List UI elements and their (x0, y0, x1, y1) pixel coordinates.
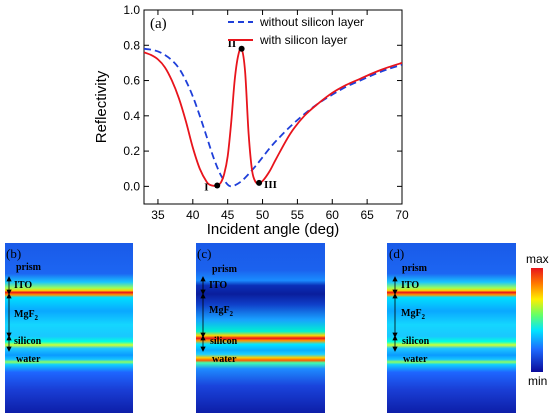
y-tick-label: 0.0 (123, 179, 140, 193)
layer-label-water-d: water (403, 354, 428, 365)
layer-label-prism-c: prism (212, 264, 238, 275)
layer-label-water-c: water (212, 354, 237, 365)
layer-label-prism-d: prism (402, 263, 428, 274)
point-marker-i (214, 182, 221, 189)
layer-label-ito-d: ITO (401, 280, 419, 291)
layer-label-silicon-b: silicon (14, 336, 42, 347)
layer-label-silicon-c: silicon (210, 336, 238, 347)
colorbar-min-label: min (528, 374, 547, 388)
point-label-iii: III (264, 179, 277, 191)
legend: without silicon layer with silicon layer (228, 15, 364, 47)
layer-label-prism-b: prism (16, 262, 42, 273)
colorbar-max-label: max (526, 252, 549, 266)
x-tick-label: 50 (256, 208, 270, 222)
point-label-ii: II (228, 38, 237, 50)
colorbar-gradient (531, 268, 543, 372)
x-tick-label: 40 (186, 208, 200, 222)
plot-a: 0.0 0.2 0.4 0.6 0.8 1.0 35 40 45 50 55 60 65 70 Refl… (93, 3, 409, 238)
field-panel-c: (c) prism ITO MgF2 silicon water (196, 243, 325, 413)
point-marker-iii (256, 179, 263, 186)
layer-arrows-d (392, 276, 398, 352)
y-tick-label: 0.4 (123, 109, 140, 123)
y-tick-label: 0.2 (123, 144, 140, 158)
field-panel-label-d: (d) (389, 246, 404, 261)
x-axis-label: Incident angle (deg) (207, 221, 340, 238)
x-tick-label: 45 (221, 208, 235, 222)
legend-label-without-silicon: without silicon layer (259, 15, 364, 29)
layer-arrows-b (6, 276, 12, 352)
x-tick-label: 65 (360, 208, 374, 222)
layer-label-mgf2-c: MgF2 (209, 305, 234, 318)
layer-label-ito-b: ITO (14, 280, 32, 291)
colorbar: max min (526, 252, 549, 388)
y-tick-label: 1.0 (123, 3, 140, 17)
layer-arrows-c (200, 276, 206, 352)
legend-label-with-silicon: with silicon layer (259, 33, 347, 47)
x-tick-label: 60 (326, 208, 340, 222)
layer-label-ito-c: ITO (209, 280, 227, 291)
series-group (144, 47, 402, 188)
field-map-d (387, 243, 516, 413)
field-panel-label-c: (c) (197, 246, 211, 261)
y-axis-label: Reflectivity (93, 70, 110, 143)
layer-label-water-b: water (16, 354, 41, 365)
series-line-without-silicon (144, 47, 402, 188)
y-ticks: 0.0 0.2 0.4 0.6 0.8 1.0 (123, 3, 402, 193)
x-tick-label: 55 (291, 208, 305, 222)
field-panel-label-b: (b) (6, 246, 21, 261)
x-tick-label: 35 (151, 208, 165, 222)
series-line-with-silicon (144, 47, 402, 187)
field-panel-b: (b) prism ITO MgF2 silicon water (5, 243, 133, 413)
field-map-b (5, 243, 133, 413)
point-marker-ii (238, 45, 245, 52)
y-tick-label: 0.8 (123, 38, 140, 52)
layer-label-silicon-d: silicon (402, 336, 430, 347)
field-panel-d: (d) prism ITO MgF2 silicon water (387, 243, 516, 413)
plot-frame (143, 9, 403, 205)
panel-label-a: (a) (150, 16, 167, 32)
x-ticks: 35 40 45 50 55 60 65 70 (151, 10, 409, 222)
point-label-i: I (204, 181, 208, 193)
x-tick-label: 70 (395, 208, 409, 222)
layer-label-mgf2-d: MgF2 (401, 308, 426, 321)
field-map-c (196, 243, 325, 413)
y-tick-label: 0.6 (123, 74, 140, 88)
layer-label-mgf2-b: MgF2 (14, 309, 39, 322)
